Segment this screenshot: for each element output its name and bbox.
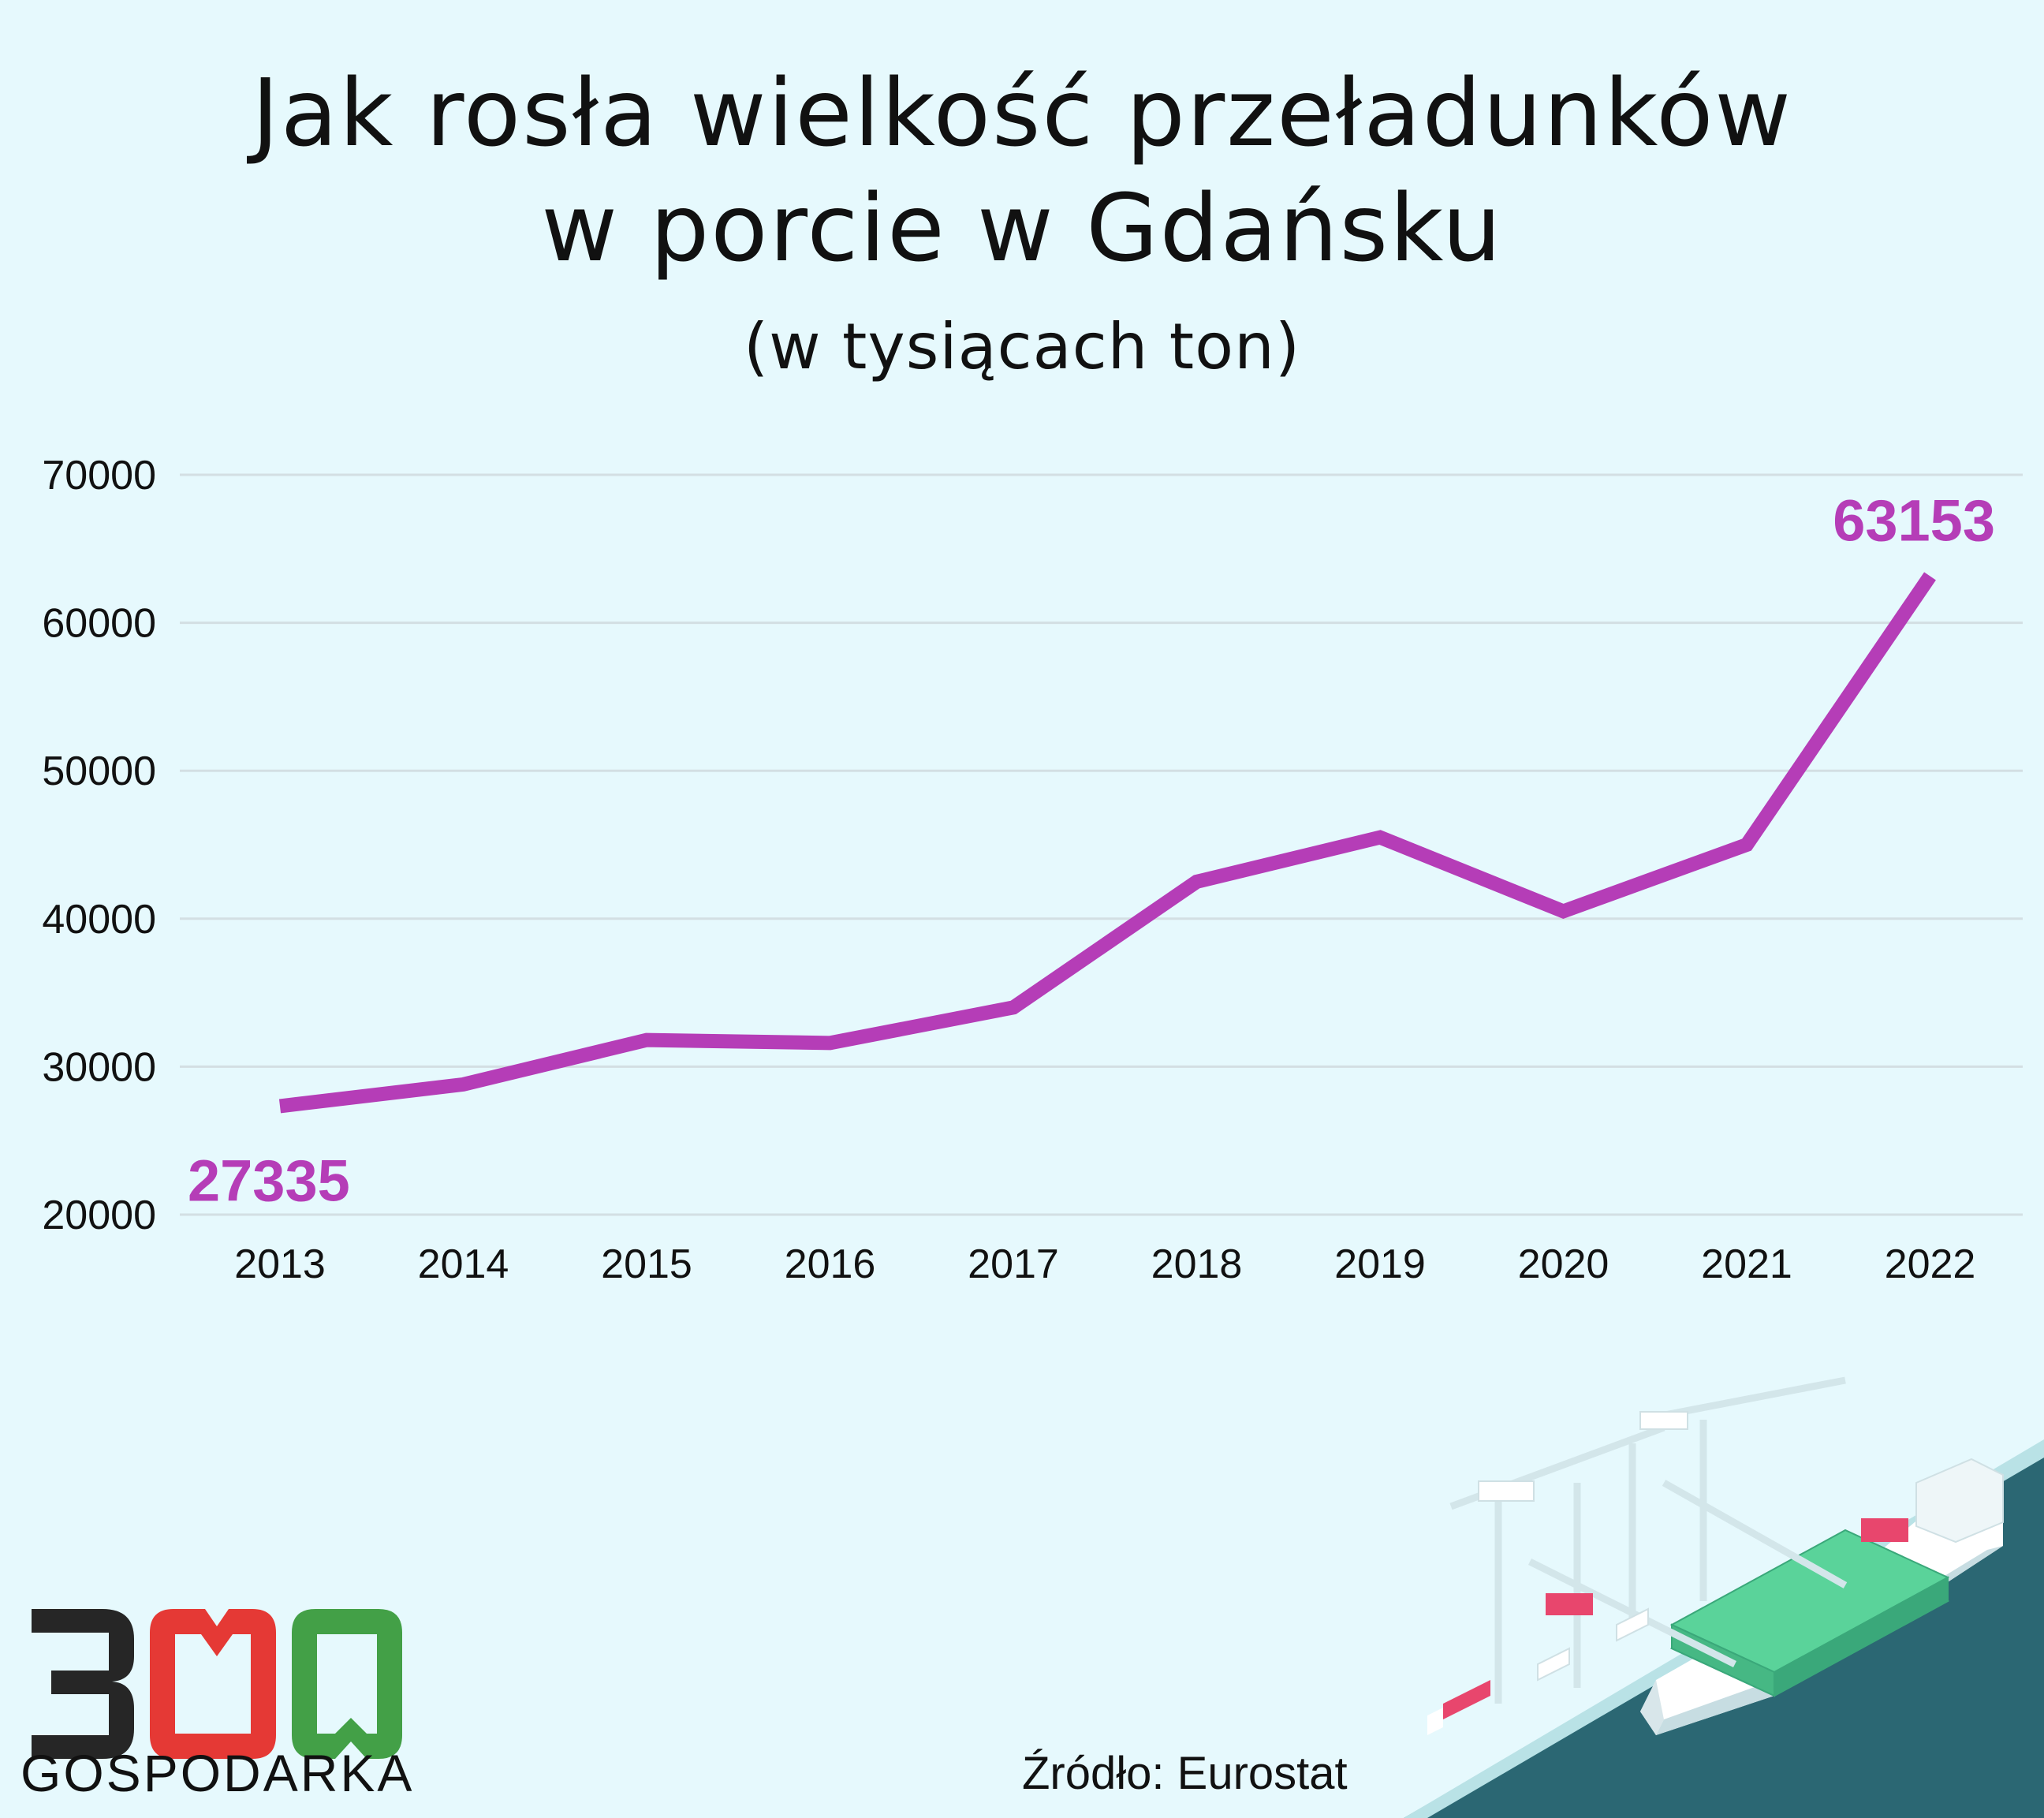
crane-cabin — [1478, 1480, 1535, 1502]
y-tick-label: 20000 — [42, 1193, 156, 1238]
x-axis-ticks: 2013 2014 2015 2016 2017 2018 2019 2020 2021 2022 — [234, 1241, 1975, 1287]
title-line-1: Jak rosła wielkość przeładunków — [252, 58, 1792, 167]
title-line-2: w porcie w Gdańsku — [541, 174, 1503, 282]
300-gospodarka-logo — [32, 1609, 402, 1759]
trucks — [1427, 1607, 1649, 1735]
y-tick-label: 60000 — [42, 601, 156, 647]
containers — [1669, 1529, 1950, 1697]
y-tick-label: 50000 — [42, 748, 156, 794]
x-tick-label: 2020 — [1518, 1241, 1609, 1287]
y-axis-ticks: 20000 30000 40000 50000 60000 70000 — [42, 453, 156, 1238]
logo-digit-3 — [32, 1609, 134, 1759]
x-tick-label: 2021 — [1701, 1241, 1792, 1287]
crane-cabin — [1639, 1411, 1688, 1430]
x-tick-label: 2017 — [968, 1241, 1059, 1287]
ship-bridge — [1915, 1458, 2004, 1544]
x-tick-label: 2022 — [1885, 1241, 1976, 1287]
x-tick-label: 2015 — [601, 1241, 692, 1287]
x-tick-label: 2014 — [418, 1241, 509, 1287]
logo-wordmark: GOSPODARKA — [21, 1744, 415, 1802]
data-labels: 27335 63153 — [188, 487, 1995, 1213]
ship — [1640, 1458, 2004, 1735]
y-tick-label: 40000 — [42, 897, 156, 943]
x-tick-label: 2018 — [1151, 1241, 1243, 1287]
chart-title: Jak rosła wielkość przeładunków w porcie… — [0, 55, 2044, 286]
container-port-illustration — [1404, 1376, 2044, 1818]
x-tick-label: 2016 — [785, 1241, 876, 1287]
source-note: Źródło: Eurostat — [1022, 1748, 1348, 1799]
logo-digit-0-green — [292, 1609, 402, 1759]
hanging-container — [1546, 1593, 1593, 1615]
chart-subtitle: (w tysiącach ton) — [743, 310, 1301, 383]
data-label: 27335 — [188, 1148, 350, 1213]
x-tick-label: 2013 — [234, 1241, 326, 1287]
series-line — [278, 572, 1936, 1114]
x-tick-label: 2019 — [1334, 1241, 1426, 1287]
logo-digit-0-red — [150, 1609, 276, 1759]
y-tick-label: 70000 — [42, 453, 156, 498]
y-tick-label: 30000 — [42, 1044, 156, 1090]
gridlines — [180, 473, 2023, 1216]
data-label: 63153 — [1833, 487, 1995, 553]
